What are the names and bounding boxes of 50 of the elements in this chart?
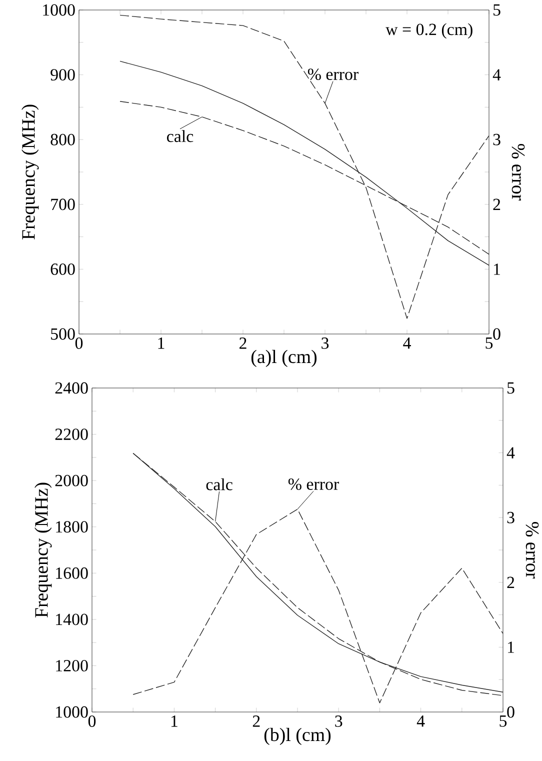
x-tick-label: 3: [322, 338, 329, 349]
y2-tick-label: 1: [508, 642, 514, 653]
y2-axis-title: % error: [512, 144, 525, 200]
x-tick-label: 4: [403, 338, 411, 349]
y2-tick-label: 3: [507, 512, 514, 524]
line-series: [120, 14, 490, 319]
y-tick-label: 1600: [56, 567, 88, 579]
series-label: calc: [167, 130, 194, 142]
y-tick-label: 1400: [56, 614, 88, 626]
y2-tick-label: 0: [507, 706, 514, 718]
y2-tick-label: 4: [506, 447, 515, 458]
y-tick-label: 1000: [43, 4, 75, 16]
x-tick-label: 1: [171, 716, 178, 727]
annotation: w = 0.2 (cm): [386, 23, 472, 39]
y-axis-title: Frequency (MHz): [34, 482, 52, 618]
x-tick-label: 0: [88, 716, 96, 727]
y-tick-label: 1200: [56, 660, 88, 672]
series-label: % error: [308, 68, 358, 80]
y-tick-label: 1000: [56, 706, 88, 718]
y-axis-title: Frequency (MHz): [22, 104, 39, 240]
y-tick-label: 2000: [55, 474, 88, 486]
x-tick-label: 4: [416, 716, 425, 727]
x-axis-title: (b)l (cm): [264, 728, 331, 745]
x-tick-label: 5: [486, 338, 493, 349]
y2-tick-label: 4: [492, 69, 501, 80]
y2-tick-label: 5: [494, 4, 500, 16]
x-axis-title: (a)l (cm): [251, 350, 317, 367]
x-tick-label: 2: [240, 338, 246, 349]
series-label: % error: [288, 478, 339, 490]
y-tick-label: 1800: [56, 521, 88, 533]
x-tick-label: 5: [500, 716, 507, 727]
y-tick-label: 600: [50, 263, 75, 275]
x-tick-label: 0: [75, 338, 83, 349]
y2-tick-label: 3: [493, 134, 500, 146]
y2-axis-title: % error: [526, 522, 539, 578]
y-tick-label: 500: [51, 328, 75, 340]
y-tick-label: 800: [50, 134, 75, 146]
series-label: calc: [206, 478, 232, 490]
x-tick-label: 3: [335, 716, 342, 727]
y2-tick-label: 1: [494, 264, 500, 275]
x-tick-label: 2: [252, 716, 260, 727]
y2-tick-label: 5: [508, 382, 514, 394]
y-tick-label: 2200: [55, 428, 88, 440]
y2-tick-label: 2: [493, 198, 500, 210]
y2-tick-label: 2: [507, 576, 514, 588]
y-tick-label: 900: [50, 69, 75, 81]
y2-tick-label: 0: [493, 328, 500, 340]
x-tick-label: 1: [158, 338, 164, 349]
y-tick-label: 2400: [55, 382, 88, 394]
y-tick-label: 700: [51, 198, 75, 210]
